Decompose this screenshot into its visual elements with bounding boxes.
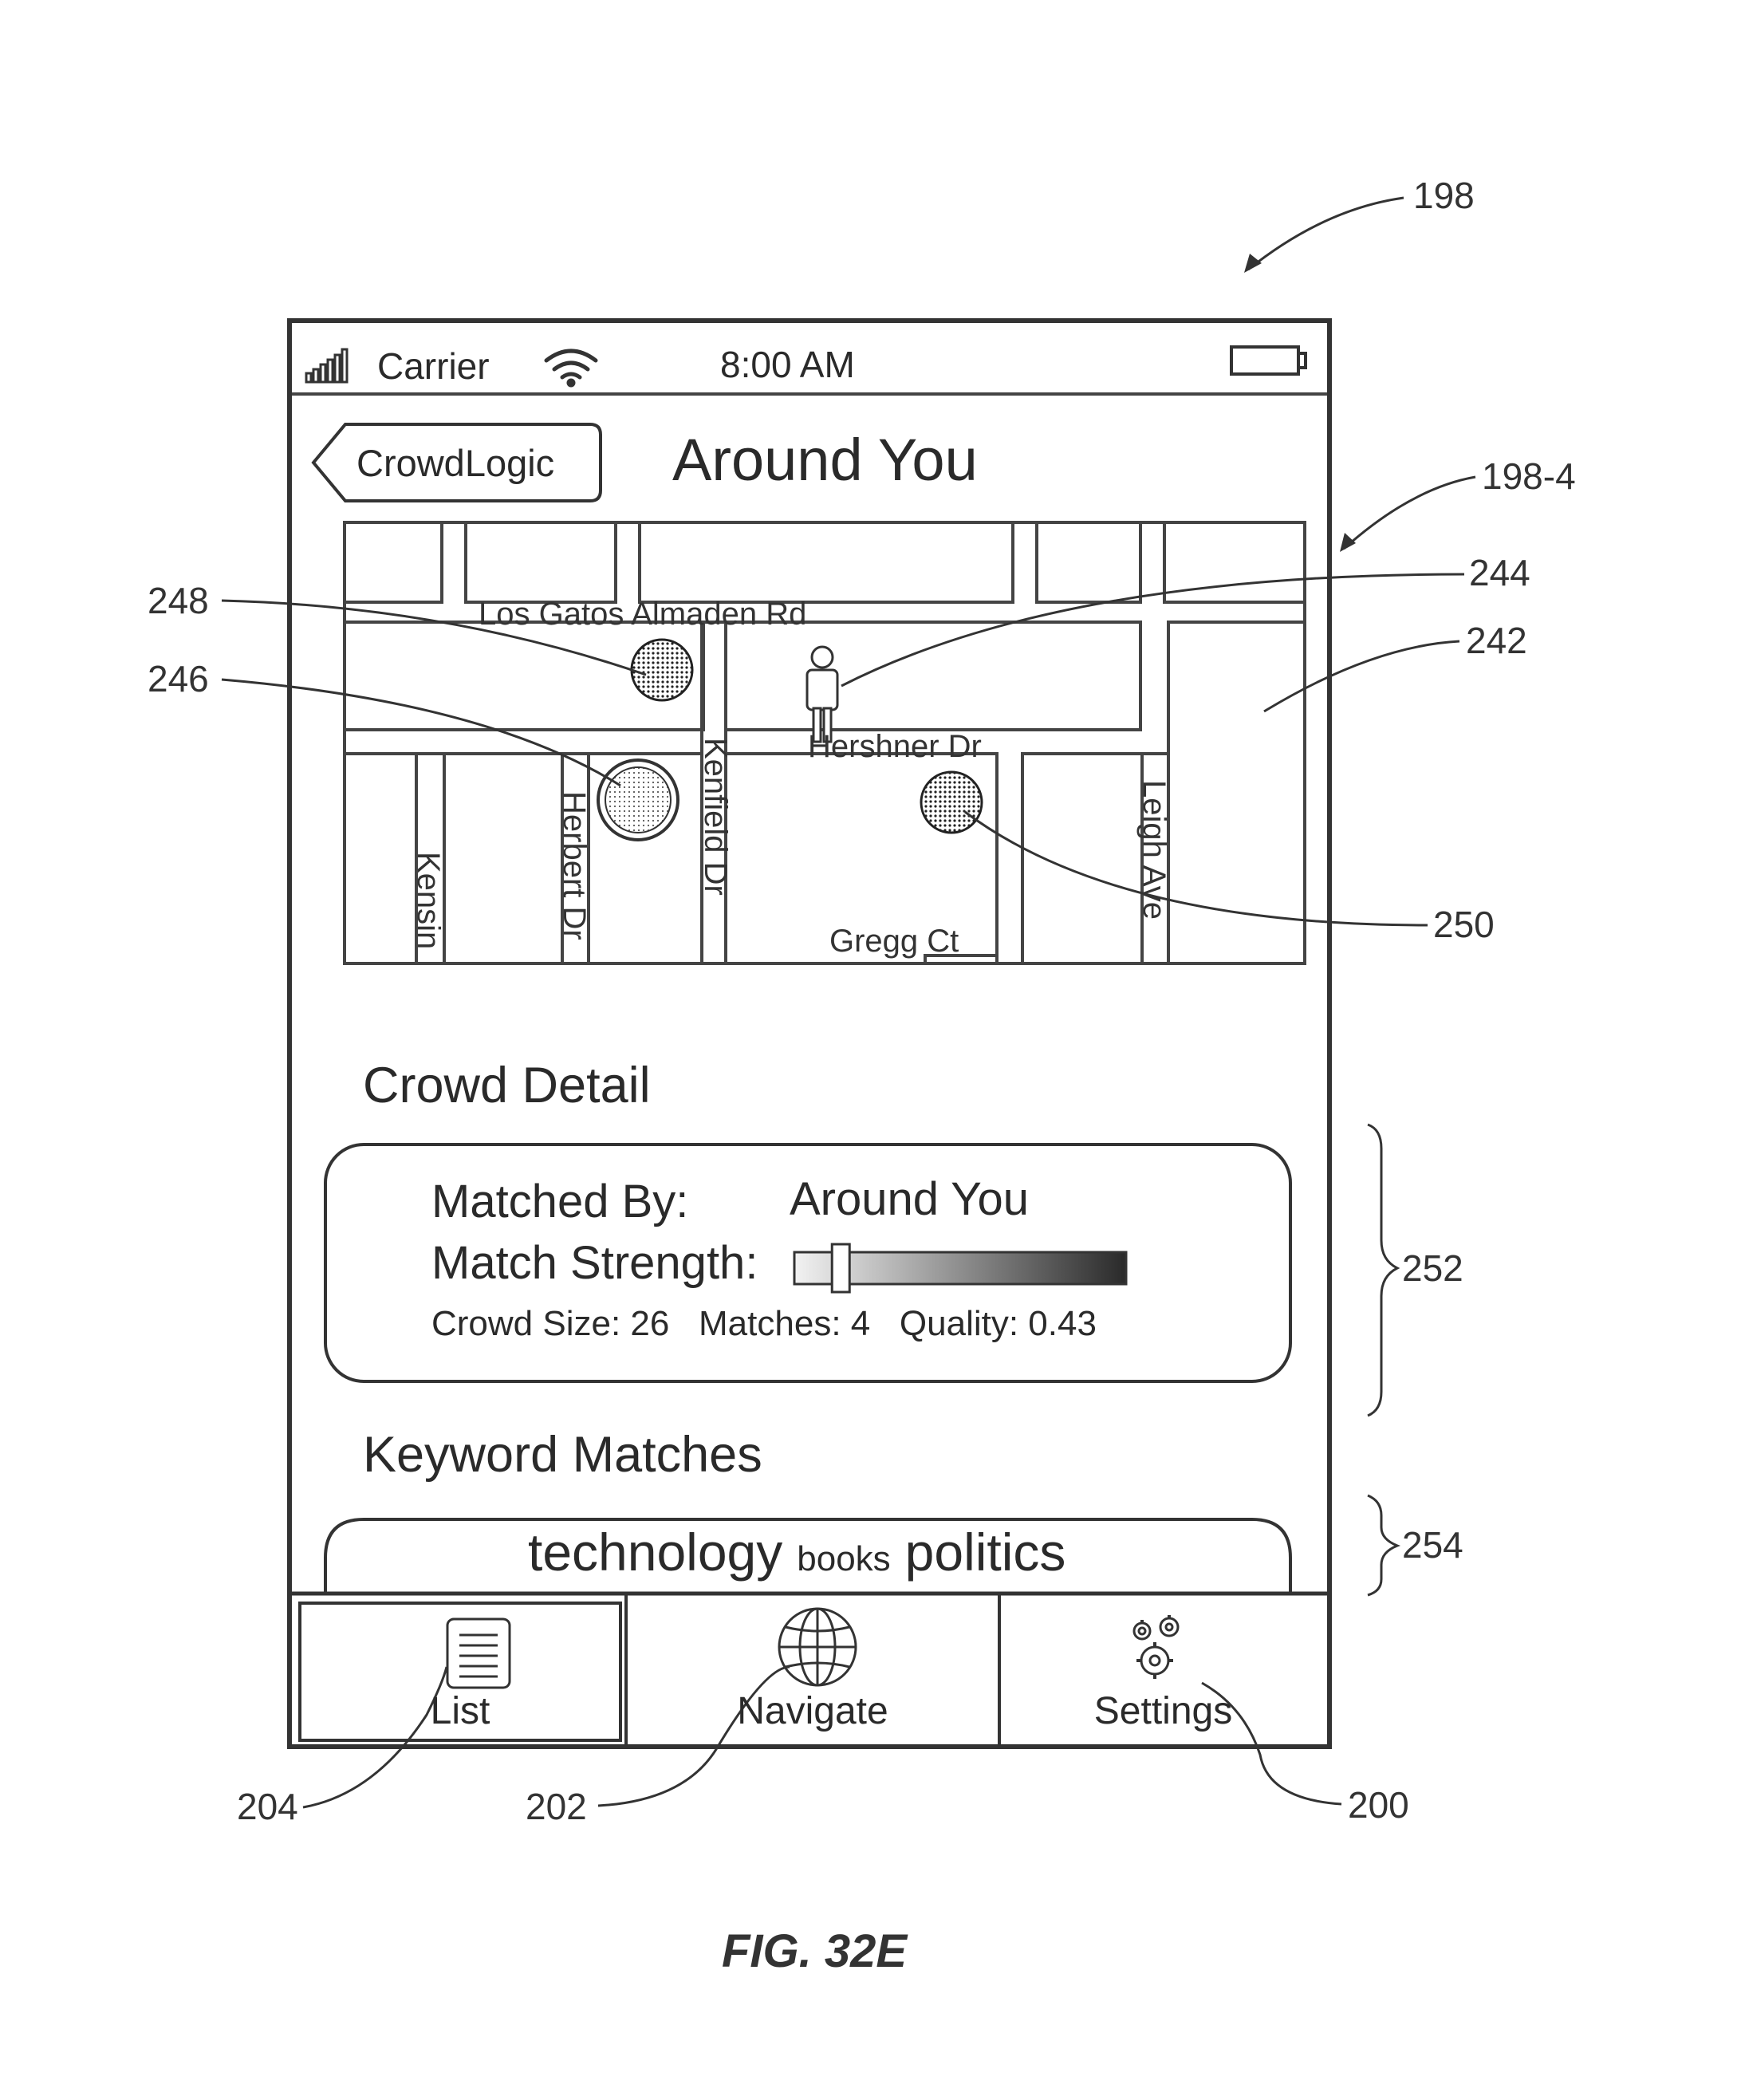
ref-252: 252 [1402,1250,1463,1286]
ref-198: 198 [1413,177,1475,214]
crowd-marker-246 [605,767,671,833]
street-label-los-gatos: Los Gatos Almaden Rd [479,598,806,630]
street-label-kenfield: Kenfield Dr [699,738,731,896]
tab-settings[interactable]: Settings [999,1595,1327,1745]
figure-caption: FIG. 32E [722,1929,907,1975]
match-strength-thumb[interactable] [832,1244,849,1292]
keyword-matches-heading: Keyword Matches [363,1430,762,1480]
street-label-herbert: Herbert Dr [558,791,590,940]
tab-navigate[interactable]: Navigate [626,1595,999,1745]
matched-by-value: Around You [790,1176,1029,1223]
matched-by-label: Matched By: [431,1179,688,1225]
ref-200: 200 [1348,1787,1409,1823]
street-label-kensin: Kensin [412,852,444,949]
ref-244: 244 [1469,554,1530,591]
tab-list[interactable]: List [300,1603,620,1740]
street-label-leigh: Leigh Ave [1138,780,1170,920]
status-time: 8:00 AM [720,346,855,383]
ref-204: 204 [237,1788,298,1825]
wifi-icon [546,351,596,385]
signal-strength-icon [306,349,347,382]
keyword-books[interactable]: books [797,1542,890,1577]
street-label-gregg: Gregg Ct [829,925,959,957]
tab-navigate-label: Navigate [626,1692,999,1731]
match-strength-label: Match Strength: [431,1240,758,1286]
leader-arrowheads [1244,254,1356,552]
crowd-detail-heading: Crowd Detail [363,1061,651,1111]
keyword-politics[interactable]: politics [905,1526,1066,1578]
ref-246: 246 [148,660,209,697]
tab-settings-label: Settings [999,1692,1327,1731]
tab-list-label: List [300,1692,620,1731]
ref-248: 248 [148,582,209,619]
user-location-person-icon [807,647,837,742]
ref-250: 250 [1433,906,1495,943]
battery-icon [1231,347,1306,374]
keyword-technology[interactable]: technology [528,1526,782,1578]
ref-202: 202 [526,1788,587,1825]
crowd-marker-250 [921,772,982,833]
crowd-marker-248 [632,640,692,700]
keyword-cloud: technology books politics [528,1526,1065,1578]
carrier-label: Carrier [377,348,490,384]
ref-254: 254 [1402,1527,1463,1563]
ref-198-4: 198-4 [1482,458,1576,494]
street-label-hershner: Hershner Dr [808,731,982,762]
page-title: Around You [672,431,978,490]
crowd-stats-line: Crowd Size: 26 Matches: 4 Quality: 0.43 [431,1306,1097,1342]
ref-242: 242 [1466,622,1527,659]
back-button[interactable]: CrowdLogic [356,444,554,482]
